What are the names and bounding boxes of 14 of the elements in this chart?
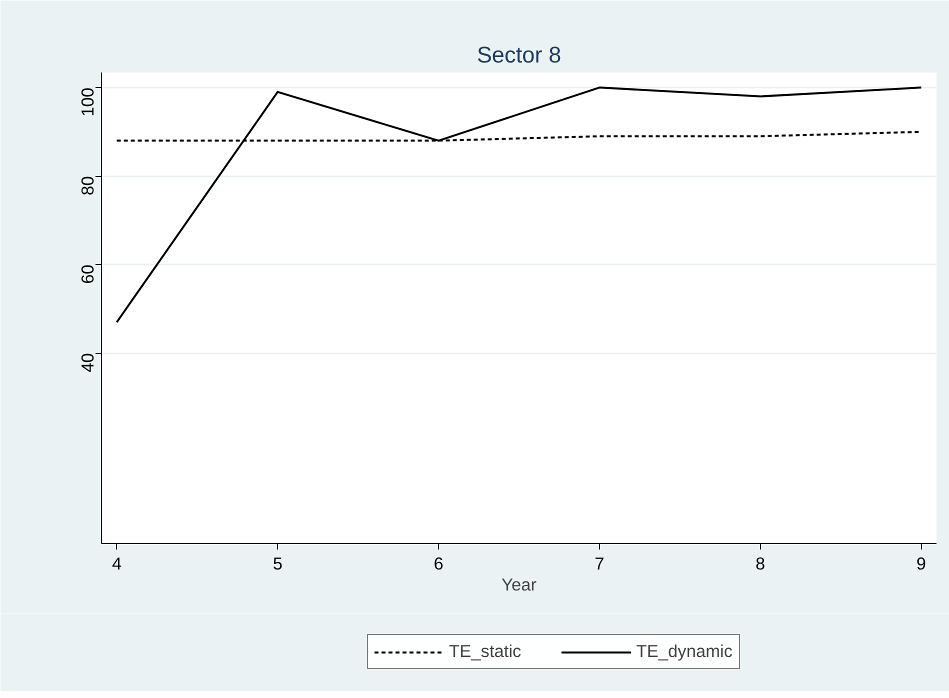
y-tick-label: 80 xyxy=(78,176,98,196)
legend-label: TE_static xyxy=(449,641,522,662)
y-tick-label: 60 xyxy=(78,264,98,284)
x-tick-label: 6 xyxy=(434,554,444,574)
x-tick-label: 7 xyxy=(594,554,604,574)
x-axis-title: Year xyxy=(501,574,537,594)
legend-label: TE_dynamic xyxy=(636,641,733,662)
x-tick-label: 4 xyxy=(112,554,122,574)
x-tick-label: 9 xyxy=(916,554,926,574)
chart-title: Sector 8 xyxy=(476,42,562,68)
y-tick-label: 40 xyxy=(78,353,98,372)
y-tick-label: 100 xyxy=(78,88,98,116)
x-tick-label: 8 xyxy=(756,554,766,574)
x-tick-label: 5 xyxy=(272,554,282,574)
